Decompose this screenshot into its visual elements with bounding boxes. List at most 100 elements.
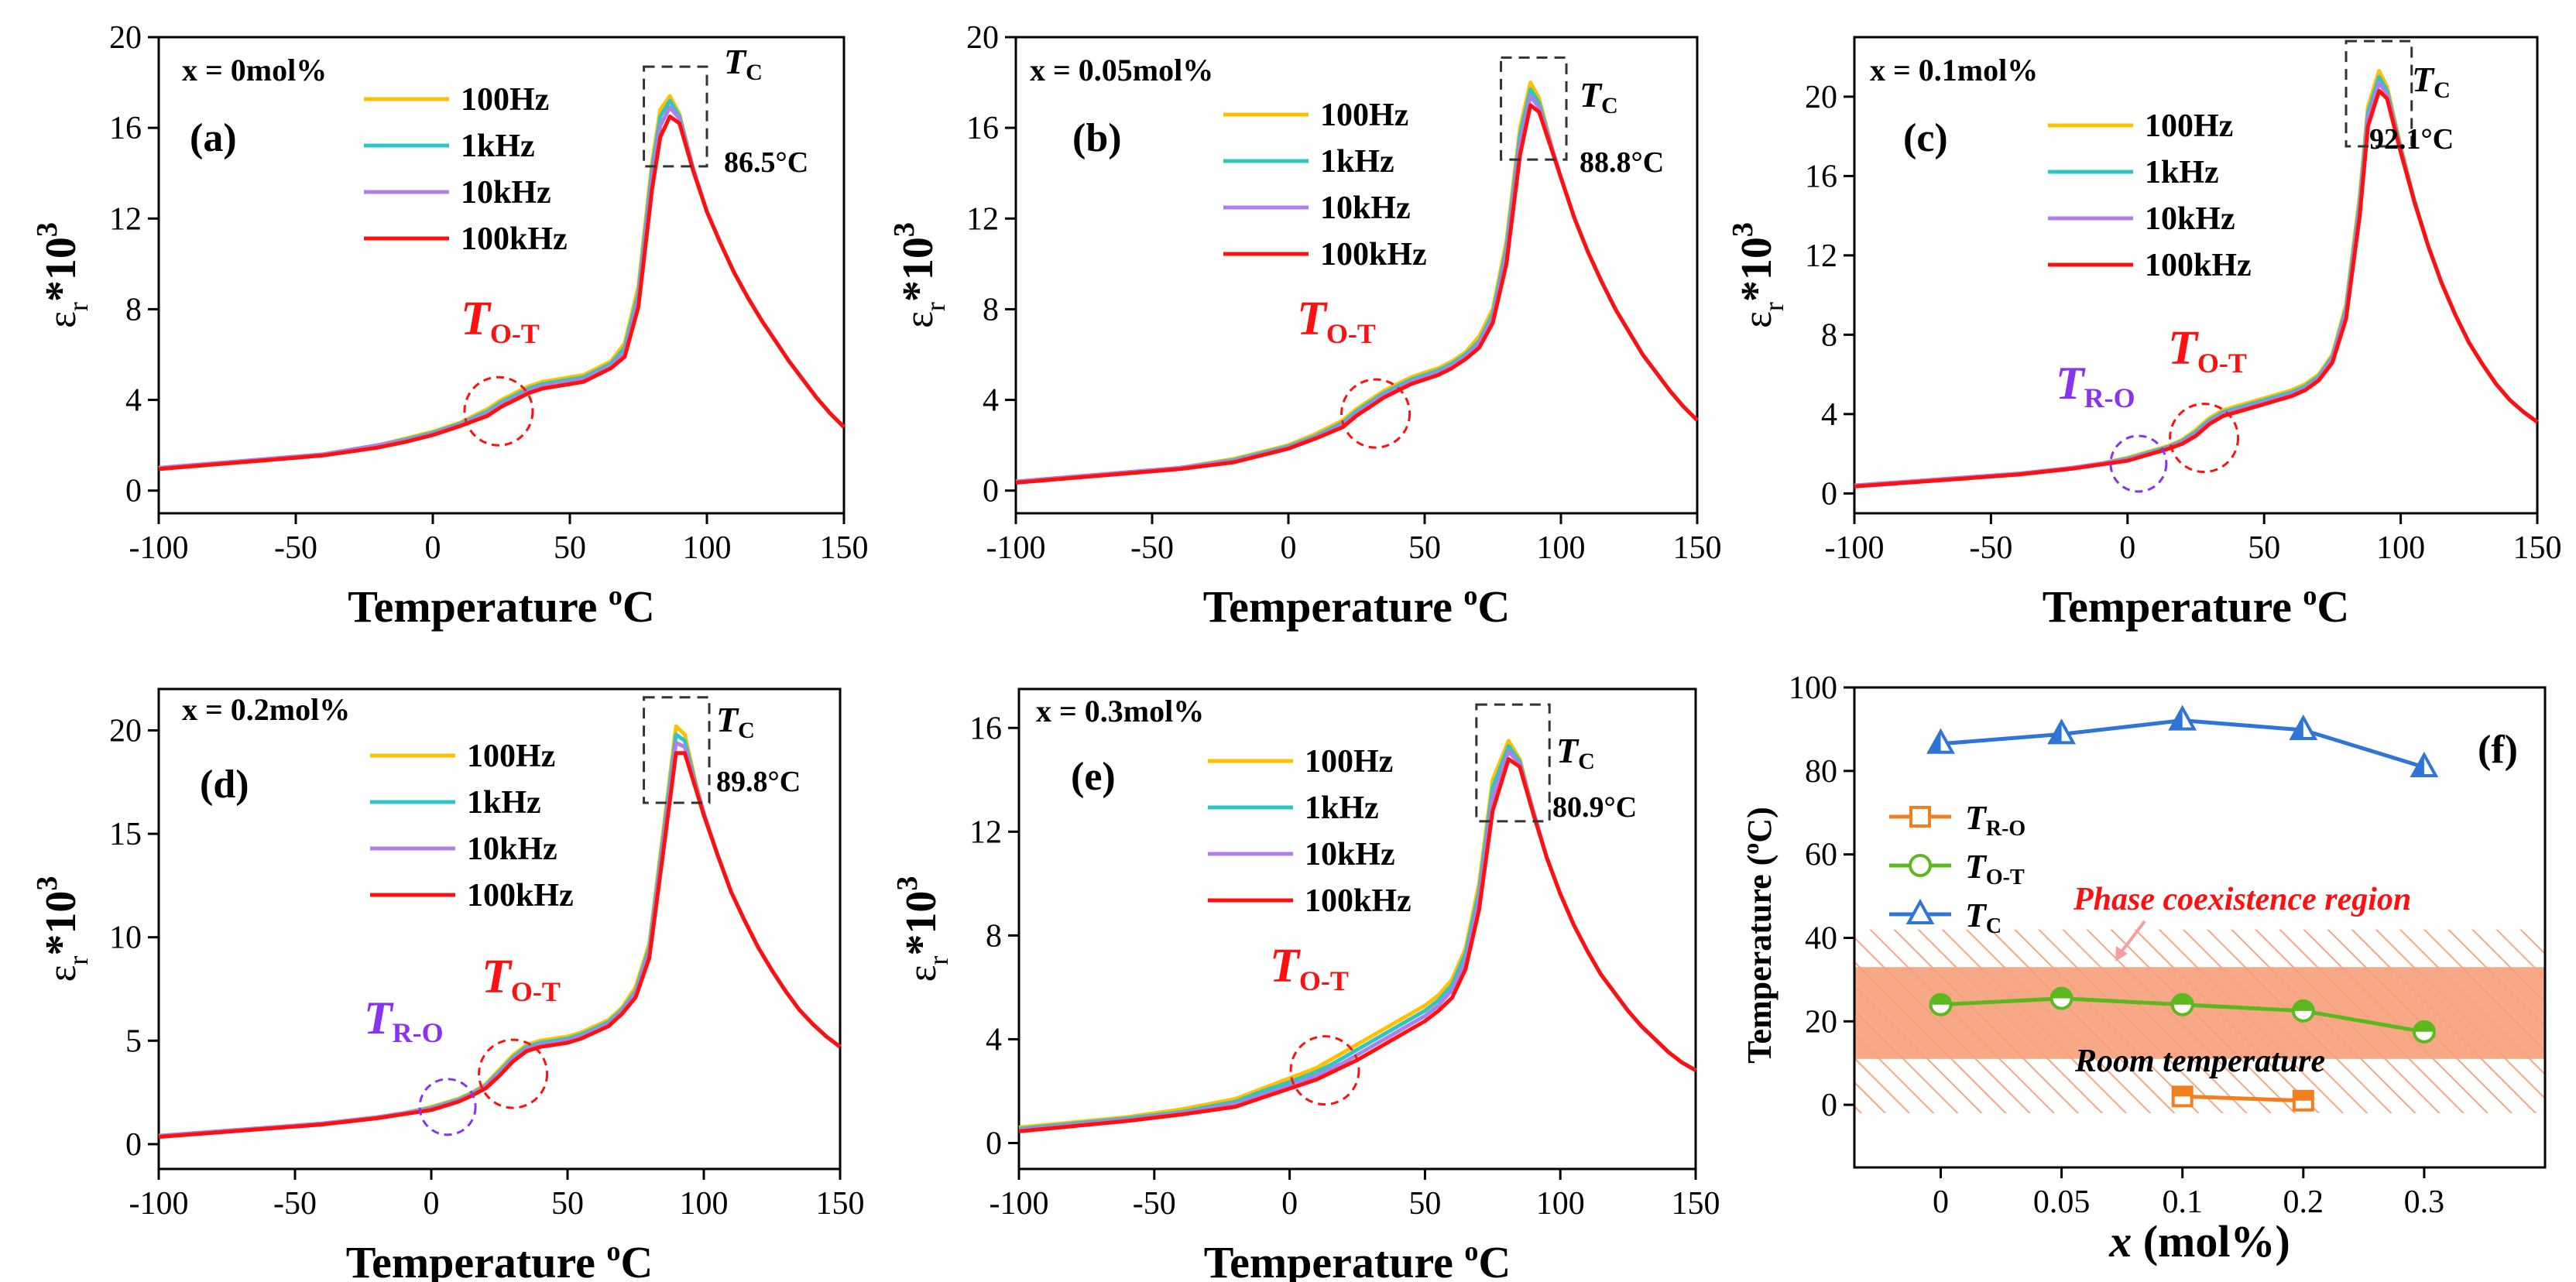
y-tick-label: 20 bbox=[966, 20, 999, 56]
y-tick-label: 0 bbox=[1821, 476, 1837, 512]
tc-label: TC bbox=[724, 42, 763, 85]
x-axis-label-text: Temperature bbox=[348, 581, 609, 632]
marker-tro-half bbox=[2293, 1091, 2313, 1101]
tc-value: 80.9°C bbox=[1552, 791, 1637, 824]
panel-label: (e) bbox=[1071, 755, 1116, 799]
o-t-circle bbox=[1289, 1035, 1360, 1106]
legend-label-10kHz: 10kHz bbox=[1320, 190, 1411, 226]
y-tick-label: 0 bbox=[125, 1127, 142, 1163]
x-axis-unit-sup: o bbox=[609, 580, 623, 611]
tot-label-main: T bbox=[1297, 293, 1328, 345]
y-axis-label-main: ε bbox=[897, 311, 942, 328]
y-axis-label: εr*103 bbox=[31, 222, 94, 328]
x-axis-label-text: Temperature bbox=[1203, 581, 1464, 632]
y-axis-label: εr*103 bbox=[31, 876, 94, 982]
marker-tot-half bbox=[1930, 994, 1951, 1005]
y-tick-label: 0 bbox=[983, 474, 999, 509]
x-tick-label: 150 bbox=[1672, 1186, 1720, 1222]
legend-label-10kHz: 10kHz bbox=[1305, 837, 1395, 872]
x-tick-label: 0 bbox=[1281, 1186, 1298, 1222]
x-axis-unit: C bbox=[1478, 1237, 1511, 1282]
condition-label: x = 0.1mol% bbox=[1870, 53, 2038, 87]
tc-box bbox=[2344, 39, 2413, 148]
tc-box bbox=[643, 696, 711, 804]
panel-label: (a) bbox=[190, 116, 237, 160]
legend-label-C-main: T bbox=[1965, 896, 1988, 934]
y-axis-label-sub: r bbox=[63, 956, 94, 965]
y-tick-label: 8 bbox=[125, 292, 142, 327]
panel-label: (c) bbox=[1903, 116, 1948, 160]
y-axis-label-main: ε bbox=[40, 965, 84, 982]
x-axis-label: Temperature oC bbox=[348, 580, 655, 632]
x-tick-label: -100 bbox=[129, 530, 189, 566]
x-tick-label: 50 bbox=[554, 530, 586, 566]
tot-label: TO-T bbox=[461, 293, 540, 349]
y-tick-label: 16 bbox=[109, 111, 142, 146]
y-tick-label: 5 bbox=[125, 1023, 142, 1059]
y-tick-label: 16 bbox=[966, 111, 999, 146]
x-tick-label: 0 bbox=[424, 1186, 440, 1222]
x-axis-unit: C bbox=[623, 581, 655, 632]
legend-label-100Hz: 100Hz bbox=[1305, 744, 1393, 780]
y-tick-label: 0 bbox=[986, 1126, 1002, 1161]
plot-frame-1 bbox=[1014, 36, 1699, 515]
marker-tc-half bbox=[1929, 731, 1941, 752]
x-tick-label: 0 bbox=[425, 530, 441, 566]
marker-tc-half bbox=[2291, 717, 2303, 739]
legend-marker-circle bbox=[1909, 854, 1932, 877]
marker-tot-half bbox=[2293, 1000, 2314, 1011]
x-tick-label: 100 bbox=[683, 530, 732, 566]
tc-label-main: T bbox=[1556, 731, 1580, 770]
x-tick-label: -50 bbox=[274, 530, 317, 566]
x-tick-label: -50 bbox=[1130, 530, 1174, 566]
y-axis-label-unit: C) bbox=[1741, 807, 1779, 842]
legend-label-100Hz: 100Hz bbox=[467, 739, 555, 774]
condition-label: x = 0.3mol% bbox=[1036, 694, 1204, 728]
y-tick-label: 4 bbox=[986, 1022, 1002, 1057]
marker-tc-half bbox=[2170, 708, 2183, 729]
tc-label-main: T bbox=[724, 42, 747, 81]
y-axis-label-sup: 3 bbox=[1727, 222, 1759, 237]
legend-label-1kHz: 1kHz bbox=[1305, 790, 1379, 826]
y-tick-label: 12 bbox=[1805, 238, 1837, 274]
room-temperature-label: Room temperature bbox=[2074, 1044, 2325, 1079]
y-tick-label: 8 bbox=[986, 918, 1002, 954]
tot-label-sub: O-T bbox=[1326, 318, 1376, 349]
x-tick-label: -50 bbox=[1133, 1186, 1176, 1222]
x-tick-label: 0 bbox=[2119, 530, 2135, 566]
x-axis-label: x (mol%) bbox=[2108, 1216, 2290, 1267]
legend-label-R-O-main: T bbox=[1965, 799, 1988, 837]
panel-label: (d) bbox=[200, 763, 249, 807]
tc-box bbox=[643, 65, 708, 168]
y-axis-label-rest: *10 bbox=[37, 237, 85, 302]
x-axis-unit-sup: o bbox=[2303, 580, 2317, 611]
region-arrow-head bbox=[2115, 946, 2128, 962]
marker-tot-half bbox=[2051, 988, 2072, 999]
x-tick-label: 50 bbox=[1408, 1186, 1441, 1222]
y-tick-label: 16 bbox=[969, 711, 1002, 746]
panel-label: (b) bbox=[1072, 116, 1122, 160]
tc-label: TC bbox=[1580, 75, 1618, 118]
series-line-100kHz bbox=[1018, 757, 1697, 1133]
y-axis-label-rest: *10 bbox=[897, 891, 945, 956]
tc-label: TC bbox=[2412, 60, 2451, 103]
tot-label-main: T bbox=[461, 293, 492, 345]
tot-label-sub: O-T bbox=[511, 976, 561, 1007]
legend-label-1kHz: 1kHz bbox=[467, 785, 541, 821]
tc-label-main: T bbox=[716, 700, 739, 739]
legend-marker-triangle bbox=[1905, 898, 1935, 924]
x-tick-label: 100 bbox=[680, 1186, 729, 1222]
x-axis-unit-sup: o bbox=[1464, 1236, 1478, 1267]
plot-frame-3 bbox=[157, 687, 842, 1171]
y-axis-label-text: Temperature ( bbox=[1741, 855, 1779, 1064]
tc-label-sub: C bbox=[746, 60, 763, 85]
legend-label-1kHz: 1kHz bbox=[2145, 155, 2219, 190]
legend-label-100kHz: 100kHz bbox=[2145, 248, 2252, 283]
legend-label-C-sub: C bbox=[1986, 914, 2001, 938]
legend-label-100Hz: 100Hz bbox=[461, 82, 549, 118]
x-axis-label: Temperature oC bbox=[1203, 580, 1511, 632]
o-t-circle bbox=[463, 375, 534, 447]
x-tick-label: 50 bbox=[1408, 530, 1441, 566]
tc-label: TC bbox=[1556, 731, 1595, 774]
